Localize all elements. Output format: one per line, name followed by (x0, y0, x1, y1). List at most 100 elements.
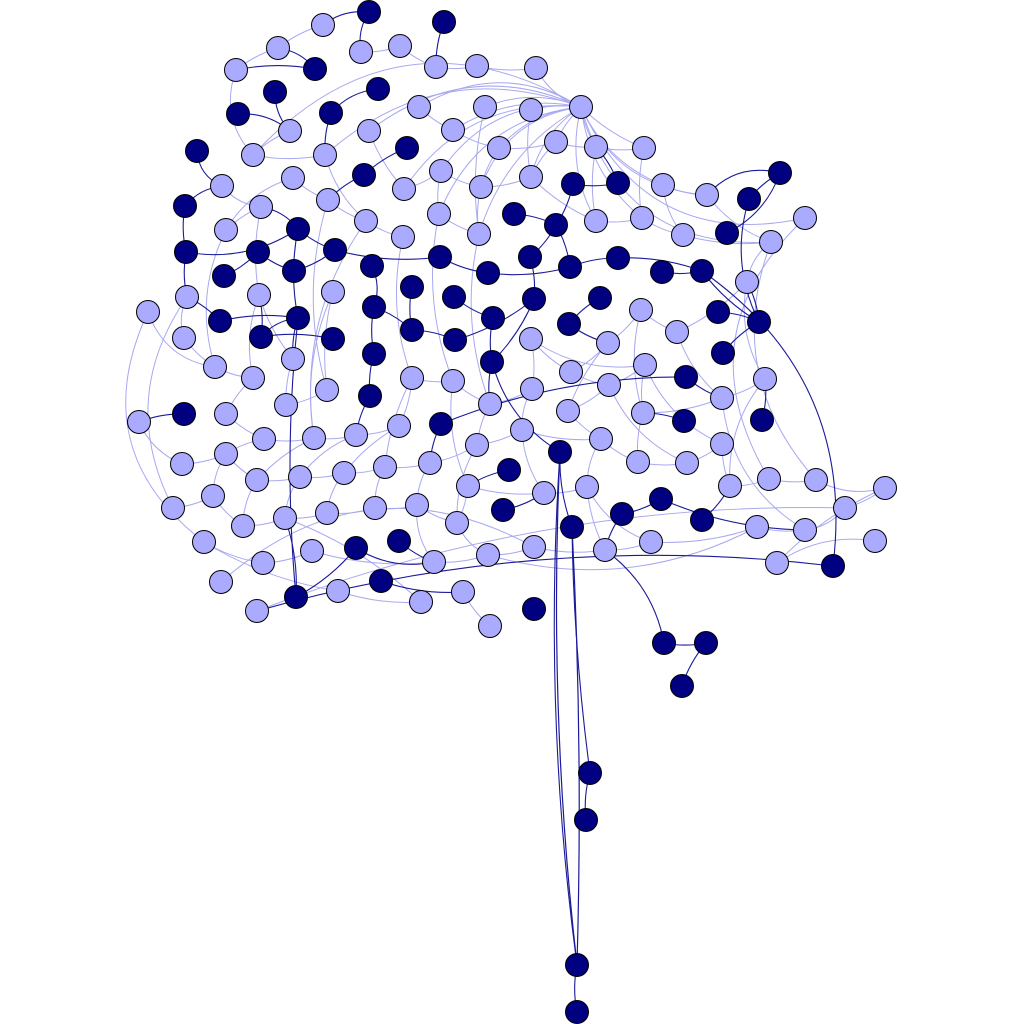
light-node (597, 373, 621, 397)
dark-node (387, 529, 411, 553)
light-edge (729, 378, 766, 487)
light-edge (452, 102, 582, 131)
light-edge (732, 217, 806, 480)
light-node (332, 461, 356, 485)
dark-edge (660, 498, 806, 531)
light-node (170, 452, 194, 476)
light-node (245, 468, 269, 492)
light-node (363, 496, 387, 520)
dark-node (360, 254, 384, 278)
light-node (745, 515, 769, 539)
dark-node (561, 172, 585, 196)
light-node (465, 54, 489, 78)
dark-node (395, 136, 419, 160)
dark-node (185, 139, 209, 163)
dark-node (610, 502, 634, 526)
light-edge (776, 487, 886, 564)
dark-node (491, 498, 515, 522)
light-edge (580, 106, 643, 219)
dark-node (548, 440, 572, 464)
dark-edge (740, 198, 760, 323)
light-node (387, 414, 411, 438)
dark-node (246, 240, 270, 264)
light-node (429, 159, 453, 183)
light-node (409, 590, 433, 614)
light-node (427, 202, 451, 226)
light-node (675, 451, 699, 475)
dark-node (284, 585, 308, 609)
light-node (321, 280, 345, 304)
light-edge (608, 384, 688, 464)
dark-node (715, 221, 739, 245)
light-edge (252, 62, 582, 156)
light-node (252, 427, 276, 451)
light-node (400, 366, 424, 390)
light-node (300, 539, 324, 563)
light-node (519, 165, 543, 189)
light-node (245, 599, 269, 623)
dark-node (497, 458, 521, 482)
light-node (273, 506, 297, 530)
dark-edge (571, 526, 580, 966)
dark-node (173, 194, 197, 218)
light-node (833, 496, 857, 520)
light-node (344, 423, 368, 447)
dark-node (249, 325, 273, 349)
dark-node (212, 264, 236, 288)
light-edge (431, 213, 454, 382)
light-node (532, 481, 556, 505)
light-node (441, 369, 465, 393)
dark-node (670, 674, 694, 698)
light-node (651, 173, 675, 197)
dark-node (286, 306, 310, 330)
light-node (445, 511, 469, 535)
light-node (278, 119, 302, 143)
dark-node (443, 328, 467, 352)
light-node (407, 95, 431, 119)
dark-node (544, 213, 568, 237)
dark-edge (604, 549, 665, 644)
dark-edge (571, 526, 591, 774)
light-node (316, 188, 340, 212)
light-node (519, 98, 543, 122)
light-node (589, 427, 613, 451)
dark-edge (555, 451, 578, 966)
dark-edge (701, 270, 837, 567)
light-node (478, 614, 502, 638)
node-layer (127, 0, 897, 1024)
light-node (175, 285, 199, 309)
light-node (373, 455, 397, 479)
dark-node (323, 238, 347, 262)
dark-node (366, 77, 390, 101)
light-node (418, 451, 442, 475)
light-node (476, 543, 500, 567)
dark-node (400, 318, 424, 342)
light-node (593, 538, 617, 562)
dark-node (352, 163, 376, 187)
light-edge (474, 106, 486, 235)
dark-edge (491, 361, 561, 453)
dark-node (649, 487, 673, 511)
light-node (735, 270, 759, 294)
light-node (392, 177, 416, 201)
light-node (214, 442, 238, 466)
light-node (391, 225, 415, 249)
light-node (632, 136, 656, 160)
light-node (469, 175, 493, 199)
light-node (524, 56, 548, 80)
light-node (315, 501, 339, 525)
light-node (274, 393, 298, 417)
light-node (315, 378, 339, 402)
light-node (520, 377, 544, 401)
light-node (473, 95, 497, 119)
light-node (311, 13, 335, 37)
dark-node (690, 508, 714, 532)
dark-node (522, 287, 546, 311)
light-node (224, 58, 248, 82)
dark-node (502, 202, 526, 226)
dark-node (263, 80, 287, 104)
light-node (753, 367, 777, 391)
light-node (575, 475, 599, 499)
light-node (192, 530, 216, 554)
dark-node (652, 631, 676, 655)
